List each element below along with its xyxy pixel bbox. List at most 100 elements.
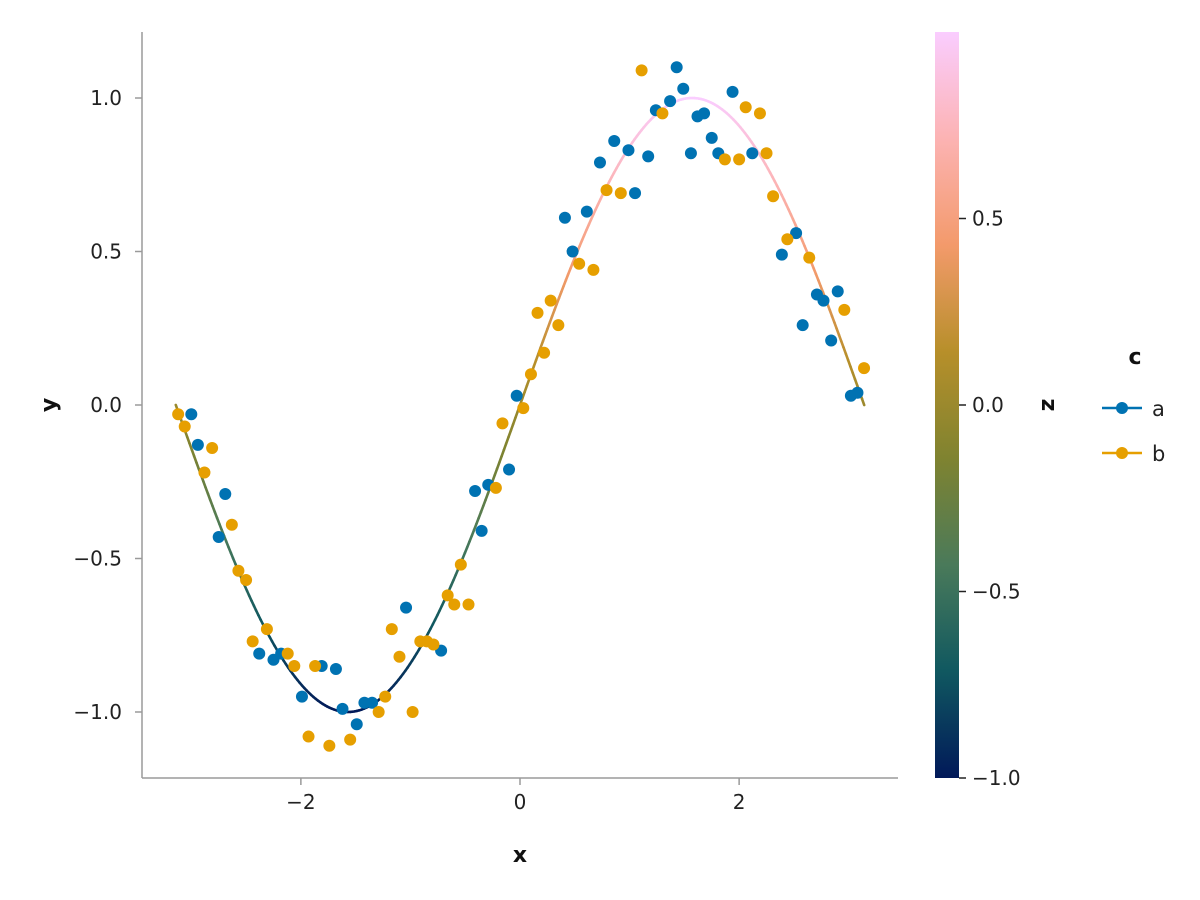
y-tick-label: 0.0 (90, 393, 122, 417)
point-b (781, 233, 794, 246)
point-a (350, 718, 363, 731)
point-a (191, 438, 204, 451)
point-b (496, 417, 509, 430)
y-ticks: −1.0 −0.5 0.0 0.5 1.0 (73, 86, 142, 724)
point-b (587, 263, 600, 276)
point-a (825, 334, 838, 347)
point-b (614, 187, 627, 200)
colorbar-title: z (1035, 399, 1060, 412)
point-a (580, 205, 593, 218)
point-a (329, 663, 342, 676)
point-b (573, 257, 586, 270)
x-axis-title: x (513, 843, 527, 868)
point-b (344, 733, 357, 746)
point-a (851, 386, 864, 399)
point-b (739, 101, 752, 114)
legend-entries: ab (1102, 397, 1165, 466)
point-b (531, 306, 544, 319)
colorbar-tick-label: −1.0 (972, 766, 1021, 790)
point-a (400, 601, 413, 614)
y-tick-label: 0.5 (90, 240, 122, 264)
point-b (448, 598, 461, 611)
scatter-points (172, 61, 871, 752)
legend-marker-b (1116, 447, 1128, 459)
colorbar-gradient (935, 32, 959, 778)
legend-label-a: a (1152, 397, 1165, 421)
point-b (767, 190, 780, 203)
point-a (629, 187, 642, 200)
point-b (462, 598, 475, 611)
point-a (705, 131, 718, 144)
point-a (642, 150, 655, 163)
point-a (219, 488, 232, 501)
point-a (212, 531, 225, 544)
point-b (635, 64, 648, 77)
point-a (593, 156, 606, 169)
point-b (178, 420, 191, 433)
x-axis: −2 0 2 x (142, 777, 898, 868)
x-ticks: −2 0 2 (286, 778, 745, 814)
y-axis: −1.0 −0.5 0.0 0.5 1.0 y (37, 32, 143, 778)
point-b (489, 481, 502, 494)
point-b (538, 346, 551, 359)
point-b (240, 573, 253, 586)
point-b (838, 303, 851, 316)
point-a (475, 524, 488, 537)
point-b (323, 739, 336, 752)
y-tick-label: −1.0 (73, 700, 122, 724)
point-a (510, 389, 523, 402)
point-b (232, 564, 245, 577)
point-b (733, 153, 746, 166)
point-a (684, 147, 697, 160)
point-b (379, 690, 392, 703)
point-a (566, 245, 579, 258)
point-b (803, 251, 816, 264)
point-a (295, 690, 308, 703)
point-b (760, 147, 773, 160)
point-b (393, 650, 406, 663)
colorbar-tick-label: 0.5 (972, 207, 1004, 231)
point-a (558, 211, 571, 224)
colorbar-tick-label: 0.0 (972, 393, 1004, 417)
point-b (281, 647, 294, 660)
point-b (385, 623, 398, 636)
point-b (246, 635, 259, 648)
point-b (656, 107, 669, 120)
point-b (309, 659, 322, 672)
point-b (206, 441, 219, 454)
y-tick-label: 1.0 (90, 86, 122, 110)
colorbar-tick-label: −0.5 (972, 580, 1021, 604)
point-b (406, 705, 419, 718)
point-b (225, 518, 238, 531)
y-axis-title: y (37, 398, 62, 412)
colorbar: −1.0 −0.5 0.0 0.5 z (935, 32, 1060, 790)
point-a (366, 696, 379, 709)
point-b (600, 184, 613, 197)
point-a (698, 107, 711, 120)
legend-marker-a (1116, 402, 1128, 414)
point-b (302, 730, 315, 743)
colorbar-ticks: −1.0 −0.5 0.0 0.5 (959, 207, 1021, 790)
point-b (288, 659, 301, 672)
point-b (427, 638, 440, 651)
point-b (454, 558, 467, 571)
x-tick-label: 0 (514, 790, 527, 814)
point-a (817, 294, 830, 307)
legend-label-b: b (1152, 442, 1165, 466)
point-b (544, 294, 557, 307)
curve-segment (860, 397, 866, 407)
x-tick-label: −2 (286, 790, 315, 814)
point-a (253, 647, 266, 660)
plot-area (172, 61, 871, 752)
point-b (441, 589, 454, 602)
point-a (664, 95, 677, 108)
point-b (372, 705, 385, 718)
point-a (746, 147, 759, 160)
point-b (198, 466, 211, 479)
point-a (608, 134, 621, 147)
point-a (790, 227, 803, 240)
point-a (775, 248, 788, 261)
point-b (858, 362, 871, 375)
point-b (260, 623, 273, 636)
